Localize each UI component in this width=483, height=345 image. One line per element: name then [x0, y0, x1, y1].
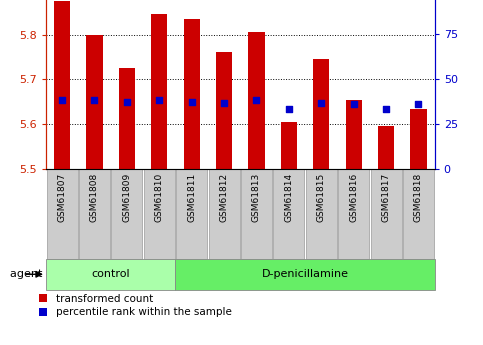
Text: GSM61810: GSM61810 [155, 172, 164, 222]
Point [414, 101, 422, 107]
Bar [338, 169, 369, 259]
Text: GSM61816: GSM61816 [349, 172, 358, 222]
Bar [306, 169, 337, 259]
Bar [370, 169, 402, 259]
Bar [184, 19, 200, 169]
Point [382, 106, 390, 111]
Text: GSM61818: GSM61818 [414, 172, 423, 222]
Point [123, 99, 131, 105]
Text: D-penicillamine: D-penicillamine [262, 269, 349, 279]
Text: GSM61809: GSM61809 [122, 172, 131, 222]
Point [253, 97, 260, 102]
Text: GSM61815: GSM61815 [317, 172, 326, 222]
Text: GSM61811: GSM61811 [187, 172, 196, 222]
Point [188, 99, 196, 105]
Bar [54, 1, 70, 169]
Point [350, 101, 357, 107]
Text: agent: agent [10, 269, 46, 279]
Bar [313, 59, 329, 169]
Text: GSM61808: GSM61808 [90, 172, 99, 222]
Point [91, 97, 99, 102]
Bar [216, 52, 232, 169]
Bar [403, 169, 434, 259]
Bar [241, 169, 272, 259]
Bar [46, 259, 175, 290]
Bar [378, 127, 394, 169]
Bar [144, 169, 175, 259]
Text: GSM61812: GSM61812 [220, 172, 228, 222]
Text: GSM61813: GSM61813 [252, 172, 261, 222]
Text: GSM61817: GSM61817 [382, 172, 391, 222]
Bar [151, 14, 168, 169]
Bar [175, 259, 435, 290]
Bar [86, 34, 102, 169]
Text: GSM61807: GSM61807 [57, 172, 67, 222]
Legend: transformed count, percentile rank within the sample: transformed count, percentile rank withi… [39, 294, 231, 317]
Bar [112, 169, 142, 259]
Point [317, 100, 325, 106]
Bar [79, 169, 110, 259]
Bar [209, 169, 240, 259]
Bar [346, 100, 362, 169]
Bar [46, 169, 78, 259]
Point [156, 97, 163, 102]
Point [220, 100, 228, 106]
Text: GSM61814: GSM61814 [284, 172, 293, 222]
Bar [411, 109, 426, 169]
Bar [119, 68, 135, 169]
Bar [273, 169, 304, 259]
Point [58, 97, 66, 102]
Text: control: control [91, 269, 130, 279]
Point [285, 106, 293, 111]
Bar [281, 122, 297, 169]
Bar [176, 169, 207, 259]
Bar [248, 32, 265, 169]
